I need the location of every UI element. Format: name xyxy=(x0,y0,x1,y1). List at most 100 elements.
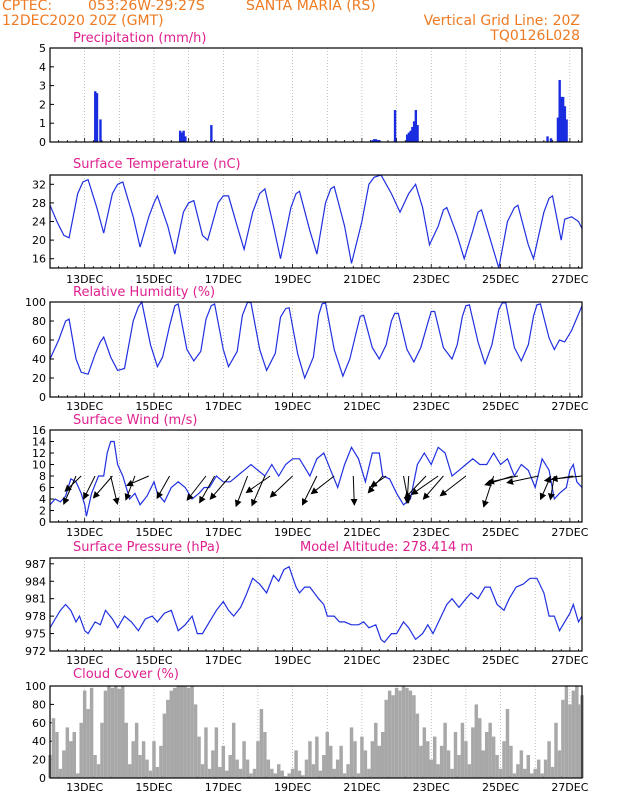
precip-bar xyxy=(210,125,213,142)
y-tick-label: 100 xyxy=(25,680,46,693)
x-tick-label: 13DEC xyxy=(66,400,103,413)
x-tick-label: 25DEC xyxy=(482,654,519,667)
cloud-bar xyxy=(523,768,527,778)
y-tick-label: 100 xyxy=(25,296,46,309)
cloud-bar xyxy=(509,745,513,778)
x-tick-label: 21DEC xyxy=(343,400,380,413)
cloud-bar xyxy=(62,750,66,778)
cloud-bar xyxy=(242,741,246,778)
wind-arrow xyxy=(269,475,293,498)
cloud-bar xyxy=(422,727,427,778)
cloud-bar xyxy=(530,773,534,778)
precip-bar xyxy=(558,79,561,142)
cloud-bar xyxy=(432,736,437,778)
y-tick-label: 984 xyxy=(25,575,46,588)
x-tick-label: 27DEC xyxy=(551,400,588,413)
cloud-bar xyxy=(173,687,177,778)
cloud-bar xyxy=(367,768,371,778)
panel-2: Relative Humidity (%) 0 20 40 60 80 100 13DEC 15… xyxy=(25,285,589,413)
cloud-bar xyxy=(478,718,482,778)
cloud-bar xyxy=(398,690,402,778)
station-label: SANTA MARIA (RS) xyxy=(246,0,376,14)
cloud-bar xyxy=(419,745,423,778)
y-tick-label: 28 xyxy=(32,197,46,210)
y-tick-label: 60 xyxy=(32,334,46,347)
y-tick-label: 20 xyxy=(32,234,46,247)
cloud-bar xyxy=(287,773,291,778)
cloud-bar xyxy=(342,773,347,778)
cloud-bar xyxy=(301,775,305,778)
y-tick-label: 6 xyxy=(39,482,46,495)
cloud-bar xyxy=(159,745,163,778)
cloud-bar xyxy=(328,745,333,778)
cloud-bar xyxy=(446,750,451,778)
y-tick-label: 2 xyxy=(39,505,46,518)
cloud-bar xyxy=(114,686,118,778)
cloud-bar xyxy=(155,766,160,778)
y-tick-label: 978 xyxy=(25,610,46,623)
y-tick-label: 975 xyxy=(25,628,46,641)
cloud-bar xyxy=(335,759,340,778)
x-tick-label: 17DEC xyxy=(205,400,242,413)
panel-title: Surface Wind (m/s) xyxy=(73,413,197,428)
y-tick-label: 20 xyxy=(32,754,46,767)
coordinates-label: 053:26W-29:27S xyxy=(88,0,205,14)
cloud-bar xyxy=(117,688,122,778)
cloud-bar xyxy=(450,768,454,778)
cloud-bar xyxy=(273,773,278,778)
cloud-bar xyxy=(89,687,94,778)
precip-bar xyxy=(182,130,185,142)
cloud-bar xyxy=(318,770,323,778)
cloud-bar xyxy=(436,764,440,778)
cloud-bar xyxy=(360,736,364,778)
y-tick-label: 0 xyxy=(39,516,46,529)
series-line xyxy=(49,440,583,517)
panel-title: Relative Humidity (%) xyxy=(73,285,215,300)
cloud-bar xyxy=(75,773,80,778)
cloud-bar xyxy=(502,741,506,778)
x-tick-label: 15DEC xyxy=(135,400,172,413)
precip-bar xyxy=(99,119,102,142)
precip-bar xyxy=(178,130,182,142)
cloud-bar xyxy=(405,687,409,778)
x-tick-label: 13DEC xyxy=(66,654,103,667)
precip-bar xyxy=(556,117,560,142)
cloud-bar xyxy=(152,741,156,778)
wind-arrow xyxy=(310,475,335,495)
cloud-bar xyxy=(374,722,378,778)
wind-arrow xyxy=(64,475,82,492)
panel-annotation: Model Altitude: 278.414 m xyxy=(300,540,473,555)
panel-4: Surface Pressure (hPa) Model Altitude: 27… xyxy=(25,540,589,667)
cloud-bar xyxy=(79,722,83,778)
x-tick-label: 23DEC xyxy=(413,654,450,667)
cloud-bar xyxy=(121,686,125,778)
precip-bar xyxy=(378,140,381,142)
wind-arrow xyxy=(156,475,171,500)
panel-frame xyxy=(49,174,583,269)
precip-bar xyxy=(407,132,411,142)
cloud-bar xyxy=(516,764,520,778)
cloud-bar xyxy=(495,755,499,778)
y-tick-label: 40 xyxy=(32,353,46,366)
cloud-bar xyxy=(58,768,63,778)
x-tick-label: 21DEC xyxy=(343,526,380,539)
x-tick-label: 19DEC xyxy=(274,526,311,539)
precip-bar xyxy=(405,134,409,142)
cloud-bar xyxy=(100,722,104,778)
cloud-bar xyxy=(526,755,531,778)
x-tick-label: 15DEC xyxy=(135,654,172,667)
y-tick-label: 0 xyxy=(39,136,46,149)
cloud-bar xyxy=(429,759,433,778)
cloud-bar xyxy=(568,704,572,778)
y-tick-label: 80 xyxy=(32,315,46,328)
y-tick-label: 32 xyxy=(32,178,46,191)
cloud-bar xyxy=(460,722,465,778)
cloud-bar xyxy=(540,773,544,778)
cloud-bar xyxy=(82,690,87,778)
cloud-bar xyxy=(457,755,461,778)
x-tick-label: 17DEC xyxy=(205,781,242,794)
wind-arrow xyxy=(410,475,439,496)
cloud-bar xyxy=(204,727,208,778)
cloud-bar xyxy=(148,770,153,778)
